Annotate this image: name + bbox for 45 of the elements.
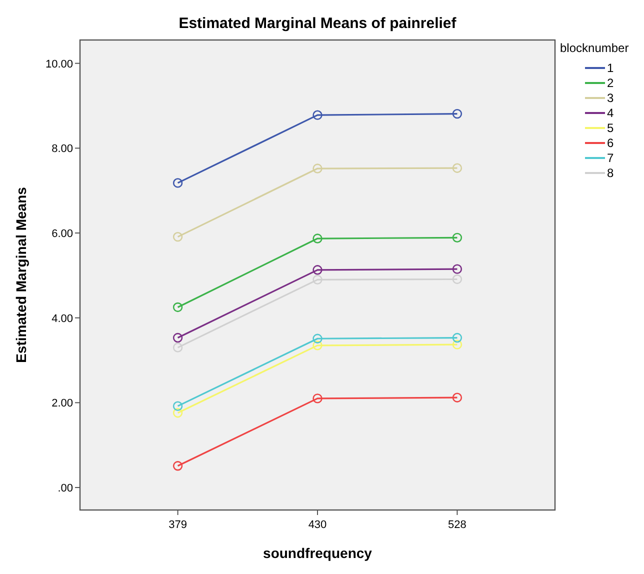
point: [452, 340, 462, 350]
legend-label: 1: [607, 61, 614, 75]
legend-label: 7: [607, 151, 614, 165]
x-tick-label: 379: [168, 519, 187, 531]
point: [312, 340, 322, 350]
legend-label: 4: [607, 106, 614, 120]
point: [452, 108, 462, 119]
point: [172, 401, 183, 411]
point: [312, 394, 322, 404]
x-tick-label: 430: [308, 519, 327, 531]
point: [452, 274, 462, 284]
point: [172, 178, 183, 188]
point: [452, 163, 462, 173]
point: [172, 342, 183, 352]
chart-title: Estimated Marginal Means of painrelief: [178, 15, 458, 32]
point: [172, 408, 183, 418]
point: [172, 461, 183, 471]
y-tick-label: 8.00: [52, 143, 73, 156]
point: [312, 274, 322, 285]
x-axis-title: soundfrequency: [263, 545, 372, 561]
x-tick-label: 528: [448, 519, 466, 531]
point: [452, 392, 462, 402]
point: [312, 265, 322, 275]
point: [452, 264, 462, 274]
legend-label: 8: [607, 166, 614, 180]
point: [172, 232, 183, 242]
point: [452, 332, 462, 343]
y-tick-label: .00: [58, 482, 73, 495]
legend-label: 5: [607, 121, 614, 135]
point: [172, 332, 183, 343]
point: [312, 110, 322, 120]
legend-label: 6: [607, 136, 614, 150]
y-tick-label: 2.00: [52, 398, 73, 410]
point: [312, 334, 322, 344]
y-axis-title: Estimated Marginal Means: [13, 186, 29, 363]
point: [312, 164, 322, 174]
point: [312, 234, 322, 244]
legend-label: 2: [607, 76, 614, 90]
legend-title: blocknumber: [560, 41, 629, 55]
y-tick-label: 6.00: [52, 228, 73, 240]
legend-label: 3: [607, 91, 614, 105]
point: [172, 302, 183, 312]
y-tick-label: 10.00: [45, 58, 73, 70]
point: [452, 232, 462, 243]
y-tick-label: 4.00: [52, 312, 73, 325]
